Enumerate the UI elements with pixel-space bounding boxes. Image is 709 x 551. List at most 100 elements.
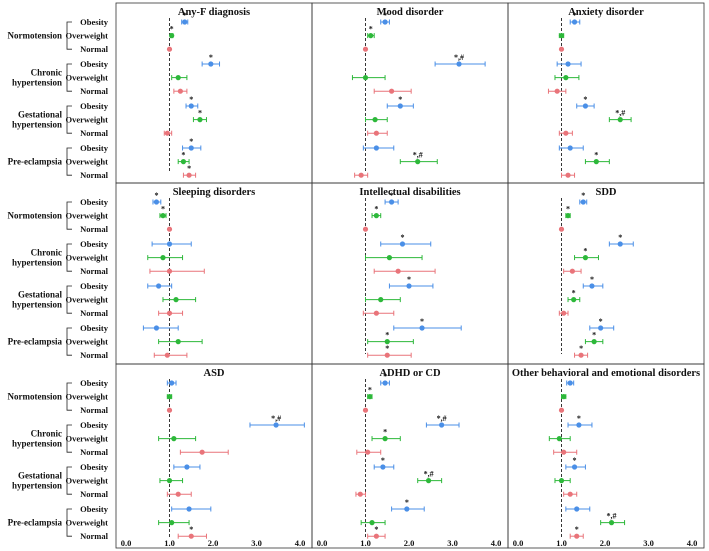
significance-mark-anxiety-disorder-normotension-obesity: * <box>573 11 577 20</box>
significance-mark-sleeping-disorders-normotension-obesity: * <box>154 191 158 200</box>
estimate-point-any-f-diagnosis-pre-eclampsia-normal <box>186 172 192 178</box>
x-tick-label: 1.0 <box>360 538 371 548</box>
estimate-point-other-behavioral-and-emotional-disorders-pre-eclampsia-obesity <box>574 506 580 512</box>
significance-mark-sdd-chronic-hypertension-obesity: * <box>618 233 622 242</box>
significance-mark-mood-disorder-normotension-overweight: * <box>369 25 373 34</box>
significance-mark-any-f-diagnosis-chronic-hypertension-obesity: * <box>209 53 213 62</box>
category-label-obesity: Obesity <box>80 504 109 514</box>
significance-mark-adhd-or-cd-pre-eclampsia-obesity: * <box>405 498 409 507</box>
group-label-chronic-hypertension: hypertension <box>12 439 62 449</box>
panel-title-other-behavioral-and-emotional-disorders: Other behavioral and emotional disorders <box>512 368 700 379</box>
estimate-point-sdd-gestational-hypertension-obesity <box>589 283 595 289</box>
estimate-point-sdd-gestational-hypertension-overweight <box>571 297 577 303</box>
significance-mark-adhd-or-cd-gestational-hypertension-obesity: * <box>381 456 385 465</box>
x-tick-label: 4.0 <box>687 538 698 548</box>
significance-mark-other-behavioral-and-emotional-disorders-pre-eclampsia-overweight: *,# <box>607 512 617 521</box>
estimate-point-sleeping-disorders-chronic-hypertension-obesity <box>166 241 173 247</box>
group-label-chronic-hypertension: Chronic <box>31 68 62 78</box>
significance-mark-other-behavioral-and-emotional-disorders-pre-eclampsia-normal: * <box>575 525 579 534</box>
category-label-overweight: Overweight <box>66 115 109 125</box>
panel-frame-3 <box>507 2 705 184</box>
panel-frame-7 <box>115 363 313 549</box>
estimate-point-any-f-diagnosis-gestational-hypertension-overweight <box>197 117 203 123</box>
group-bracket <box>66 424 72 453</box>
significance-mark-any-f-diagnosis-normotension-obesity: * <box>183 11 187 20</box>
category-label-obesity: Obesity <box>80 143 109 153</box>
category-label-normal: Normal <box>80 350 108 360</box>
estimate-point-asd-pre-eclampsia-overweight <box>169 520 175 526</box>
estimate-point-asd-chronic-hypertension-obesity <box>273 422 279 428</box>
estimate-point-any-f-diagnosis-chronic-hypertension-obesity <box>208 61 214 67</box>
estimate-point-asd-gestational-hypertension-normal <box>175 491 181 497</box>
significance-mark-intellectual-disabilities-normotension-obesity: * <box>390 191 394 200</box>
estimate-point-other-behavioral-and-emotional-disorders-pre-eclampsia-normal <box>574 533 580 539</box>
estimate-point-sleeping-disorders-chronic-hypertension-normal <box>166 268 173 274</box>
significance-mark-sdd-gestational-hypertension-obesity: * <box>590 275 594 284</box>
category-label-obesity: Obesity <box>80 378 109 388</box>
significance-mark-sdd-normotension-obesity: * <box>581 191 585 200</box>
category-label-overweight: Overweight <box>66 211 109 221</box>
estimate-point-asd-gestational-hypertension-obesity <box>184 464 190 470</box>
estimate-point-any-f-diagnosis-pre-eclampsia-obesity <box>188 145 194 151</box>
panel-title-sleeping-disorders: Sleeping disorders <box>173 187 256 198</box>
category-label-overweight: Overweight <box>66 476 109 486</box>
estimate-point-sleeping-disorders-pre-eclampsia-overweight <box>175 339 181 345</box>
panel-frame-8 <box>311 363 509 549</box>
estimate-point-any-f-diagnosis-pre-eclampsia-overweight <box>180 159 187 165</box>
category-label-obesity: Obesity <box>80 17 109 27</box>
group-bracket <box>66 285 72 314</box>
significance-mark-sdd-chronic-hypertension-overweight: * <box>583 247 587 256</box>
category-label-overweight: Overweight <box>66 31 109 41</box>
estimate-point-mood-disorder-normotension-overweight <box>368 33 374 39</box>
estimate-point-anxiety-disorder-chronic-hypertension-normal <box>554 88 560 94</box>
estimate-point-intellectual-disabilities-chronic-hypertension-overweight <box>386 255 393 261</box>
panel-frame-1 <box>115 2 313 184</box>
x-tick-label: 0.0 <box>121 538 132 548</box>
group-label-gestational-hypertension: hypertension <box>12 481 62 491</box>
significance-mark-other-behavioral-and-emotional-disorders-chronic-hypertension-obesity: * <box>577 414 581 423</box>
significance-mark-mood-disorder-pre-eclampsia-overweight: *,# <box>413 151 423 160</box>
estimate-point-adhd-or-cd-chronic-hypertension-obesity <box>439 422 445 428</box>
panel-title-asd: ASD <box>203 368 224 379</box>
group-label-chronic-hypertension: hypertension <box>12 78 62 88</box>
panel-frame-6 <box>507 182 705 365</box>
estimate-point-mood-disorder-gestational-hypertension-normal <box>373 130 379 136</box>
category-label-normal: Normal <box>80 447 108 457</box>
panel-frame-2 <box>311 2 509 184</box>
estimate-point-sdd-chronic-hypertension-overweight <box>582 255 589 261</box>
significance-mark-sdd-gestational-hypertension-overweight: * <box>572 289 576 298</box>
category-label-overweight: Overweight <box>66 253 109 263</box>
group-label-normotension: Normotension <box>8 211 63 221</box>
category-label-normal: Normal <box>80 531 108 541</box>
category-label-normal: Normal <box>80 86 108 96</box>
panel-title-sdd: SDD <box>595 187 616 198</box>
group-label-gestational-hypertension: hypertension <box>12 300 62 310</box>
x-tick-label: 1.0 <box>556 538 567 548</box>
group-bracket <box>66 201 72 230</box>
group-label-pre-eclampsia: Pre-eclampsia <box>8 157 63 167</box>
x-tick-label: 2.0 <box>404 538 415 548</box>
x-tick-label: 2.0 <box>600 538 611 548</box>
group-label-pre-eclampsia: Pre-eclampsia <box>8 337 63 347</box>
estimate-point-anxiety-disorder-gestational-hypertension-normal <box>563 130 569 136</box>
group-label-normotension: Normotension <box>8 392 63 402</box>
estimate-point-other-behavioral-and-emotional-disorders-normotension-overweight <box>561 394 567 400</box>
group-label-gestational-hypertension: hypertension <box>12 120 62 130</box>
estimate-point-mood-disorder-pre-eclampsia-overweight <box>415 159 421 165</box>
category-label-normal: Normal <box>80 266 108 276</box>
group-label-pre-eclampsia: Pre-eclampsia <box>8 518 63 528</box>
significance-mark-intellectual-disabilities-chronic-hypertension-obesity: * <box>400 233 404 242</box>
x-tick-label: 3.0 <box>251 538 262 548</box>
estimate-point-adhd-or-cd-pre-eclampsia-obesity <box>404 506 410 512</box>
estimate-point-adhd-or-cd-normotension-obesity <box>382 380 388 386</box>
estimate-point-sleeping-disorders-pre-eclampsia-normal <box>164 352 170 358</box>
significance-mark-mood-disorder-normotension-obesity: * <box>383 11 387 20</box>
significance-mark-adhd-or-cd-normotension-overweight: * <box>368 386 372 395</box>
estimate-point-intellectual-disabilities-chronic-hypertension-normal <box>395 268 401 274</box>
significance-mark-mood-disorder-chronic-hypertension-obesity: *,# <box>454 53 464 62</box>
estimate-point-any-f-diagnosis-gestational-hypertension-normal <box>164 130 170 136</box>
significance-mark-any-f-diagnosis-pre-eclampsia-normal: * <box>187 164 191 173</box>
category-label-overweight: Overweight <box>66 434 109 444</box>
estimate-point-asd-chronic-hypertension-overweight <box>171 436 177 442</box>
